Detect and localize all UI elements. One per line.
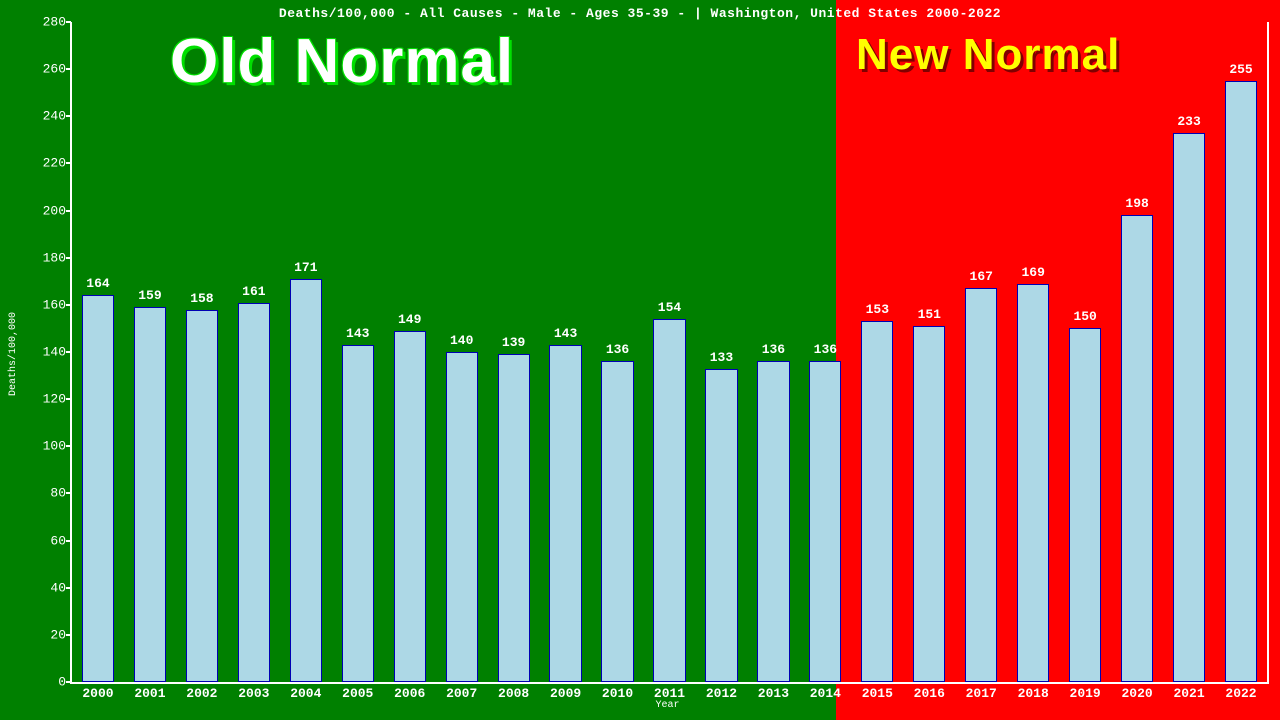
y-tick	[66, 68, 71, 70]
bar-value-label: 154	[640, 300, 700, 315]
bar	[238, 303, 270, 683]
x-tick-label: 2022	[1211, 686, 1271, 701]
y-tick	[66, 634, 71, 636]
y-tick	[66, 304, 71, 306]
y-tick-label: 220	[26, 156, 66, 171]
y-axis-label: Deaths/100,000	[8, 312, 19, 396]
y-tick	[66, 492, 71, 494]
y-tick	[66, 257, 71, 259]
bar	[1121, 215, 1153, 682]
bar	[134, 307, 166, 682]
y-tick-label: 280	[26, 15, 66, 30]
bar	[82, 295, 114, 682]
bar	[186, 310, 218, 682]
bar	[861, 321, 893, 682]
y-tick-label: 120	[26, 392, 66, 407]
y-tick	[66, 21, 71, 23]
y-tick-label: 80	[26, 486, 66, 501]
bar-value-label: 150	[1055, 309, 1115, 324]
y-tick	[66, 587, 71, 589]
y-tick	[66, 540, 71, 542]
y-tick-label: 100	[26, 439, 66, 454]
y-tick	[66, 445, 71, 447]
bar	[549, 345, 581, 682]
bar	[342, 345, 374, 682]
old-normal-annotation: Old Normal	[170, 26, 514, 97]
bar	[1069, 328, 1101, 682]
bar-value-label: 198	[1107, 196, 1167, 211]
y-tick-label: 260	[26, 62, 66, 77]
bar-value-label: 161	[224, 284, 284, 299]
bar-value-label: 151	[899, 307, 959, 322]
bar-value-label: 233	[1159, 114, 1219, 129]
y-tick-label: 200	[26, 203, 66, 218]
bar	[913, 326, 945, 682]
bar	[1173, 133, 1205, 682]
y-tick	[66, 115, 71, 117]
bar-value-label: 136	[795, 342, 855, 357]
y-tick	[66, 351, 71, 353]
bar-value-label: 143	[328, 326, 388, 341]
new-normal-annotation: New Normal	[856, 30, 1120, 80]
x-axis-label: Year	[656, 700, 680, 711]
bar-value-label: 255	[1211, 62, 1271, 77]
bar	[1017, 284, 1049, 682]
y-tick	[66, 162, 71, 164]
y-tick-label: 40	[26, 580, 66, 595]
bar-value-label: 136	[588, 342, 648, 357]
bar	[601, 361, 633, 682]
y-tick-label: 20	[26, 627, 66, 642]
y-tick-label: 140	[26, 345, 66, 360]
plot-area: 0204060801001201401601802002202402602801…	[70, 22, 1269, 684]
bar	[290, 279, 322, 682]
bar-value-label: 169	[1003, 265, 1063, 280]
y-tick	[66, 398, 71, 400]
bar	[653, 319, 685, 682]
chart-container: Deaths/100,000 - All Causes - Male - Age…	[0, 0, 1280, 720]
bar	[394, 331, 426, 682]
y-tick-label: 0	[26, 675, 66, 690]
y-tick-label: 60	[26, 533, 66, 548]
bar-value-label: 143	[536, 326, 596, 341]
y-tick	[66, 210, 71, 212]
bar	[705, 369, 737, 683]
y-tick-label: 160	[26, 297, 66, 312]
bar-value-label: 171	[276, 260, 336, 275]
bar	[809, 361, 841, 682]
bar	[446, 352, 478, 682]
bar	[1225, 81, 1257, 682]
bar	[757, 361, 789, 682]
bar	[965, 288, 997, 682]
bar	[498, 354, 530, 682]
bar-value-label: 149	[380, 312, 440, 327]
chart-title: Deaths/100,000 - All Causes - Male - Age…	[0, 6, 1280, 21]
y-tick-label: 240	[26, 109, 66, 124]
y-tick-label: 180	[26, 250, 66, 265]
y-tick	[66, 681, 71, 683]
